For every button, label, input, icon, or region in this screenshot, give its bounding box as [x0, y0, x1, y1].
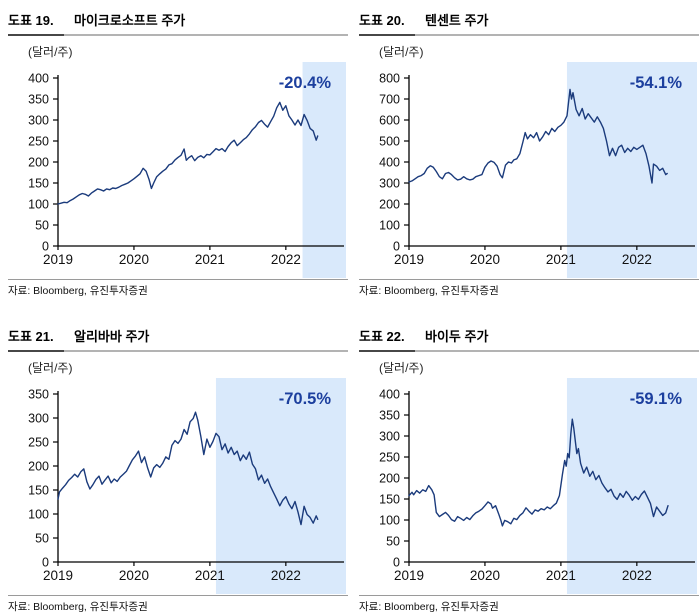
y-tick-label: 500 — [379, 135, 400, 149]
y-tick-label: 150 — [28, 177, 49, 191]
chart-panel: 도표 20. 텐센트 주가 (달러/주) 0 100 200 300 400 500 600… — [359, 8, 699, 298]
x-tick-label: 2022 — [622, 252, 652, 267]
y-tick-label: 100 — [379, 514, 400, 528]
highlight-shade-region — [566, 62, 697, 278]
x-tick-label: 2020 — [470, 252, 500, 267]
source-note: 자료: Bloomberg, 유진투자증권 — [8, 279, 348, 298]
axis-unit-label: (달러/주) — [379, 361, 424, 375]
y-tick-label: 250 — [28, 436, 49, 450]
x-tick-label: 2020 — [119, 252, 149, 267]
y-tick-label: 200 — [28, 156, 49, 170]
figure-label: 도표 22. — [359, 329, 405, 344]
y-tick-label: 0 — [393, 240, 400, 254]
x-tick-label: 2019 — [394, 568, 424, 583]
y-tick-label: 400 — [28, 72, 49, 86]
chart-panel: 도표 21. 알리바바 주가 (달러/주) 0 50 100 150 200 250 300… — [8, 324, 348, 614]
x-tick-label: 2021 — [546, 252, 576, 267]
source-note: 자료: Bloomberg, 유진투자증권 — [359, 595, 699, 614]
y-tick-label: 600 — [379, 114, 400, 128]
x-tick-label: 2022 — [271, 252, 301, 267]
figure-label: 도표 21. — [8, 329, 54, 344]
y-tick-label: 0 — [42, 556, 49, 570]
pct-change-label: -54.1% — [630, 74, 683, 92]
y-tick-label: 150 — [28, 484, 49, 498]
x-tick-label: 2021 — [195, 252, 225, 267]
y-tick-label: 300 — [28, 114, 49, 128]
axis-unit-label: (달러/주) — [379, 45, 424, 59]
x-tick-label: 2021 — [546, 568, 576, 583]
y-tick-label: 100 — [28, 198, 49, 212]
y-tick-label: 300 — [28, 412, 49, 426]
chart-title: 알리바바 주가 — [74, 329, 150, 344]
y-tick-label: 200 — [379, 198, 400, 212]
highlight-shade-region — [566, 378, 697, 594]
y-tick-label: 150 — [379, 493, 400, 507]
x-tick-label: 2022 — [622, 568, 652, 583]
x-tick-label: 2019 — [43, 252, 73, 267]
pct-change-label: -70.5% — [279, 390, 332, 408]
x-tick-label: 2019 — [43, 568, 73, 583]
price-line — [57, 411, 319, 526]
x-tick-label: 2019 — [394, 252, 424, 267]
x-tick-label: 2021 — [195, 568, 225, 583]
y-tick-label: 200 — [28, 460, 49, 474]
y-tick-label: 250 — [379, 451, 400, 465]
y-tick-label: 250 — [28, 135, 49, 149]
price-line — [408, 88, 668, 184]
axis-unit-label: (달러/주) — [28, 45, 73, 59]
y-tick-label: 100 — [28, 508, 49, 522]
chart-title: 바이두 주가 — [425, 329, 489, 344]
y-tick-label: 50 — [35, 532, 49, 546]
pct-change-label: -20.4% — [279, 74, 332, 92]
y-tick-label: 200 — [379, 472, 400, 486]
x-tick-label: 2022 — [271, 568, 301, 583]
y-tick-label: 350 — [28, 93, 49, 107]
y-tick-label: 400 — [379, 156, 400, 170]
y-tick-label: 350 — [28, 388, 49, 402]
chart-header: 도표 22. 바이두 주가 — [359, 324, 699, 352]
chart-title: 마이크로소프트 주가 — [74, 13, 186, 28]
y-tick-label: 300 — [379, 430, 400, 444]
y-tick-label: 100 — [379, 219, 400, 233]
axis-unit-label: (달러/주) — [28, 361, 73, 375]
line-chart: 0 50 100 150 200 250 300 350 400 2019 2020 2021 2022… — [379, 378, 697, 594]
chart-panel: 도표 22. 바이두 주가 (달러/주) 0 50 100 150 200 250 300 3… — [359, 324, 699, 614]
chart-header: 도표 20. 텐센트 주가 — [359, 8, 699, 36]
figure-label: 도표 20. — [359, 13, 405, 28]
highlight-shade-region — [302, 62, 346, 278]
y-tick-label: 300 — [379, 177, 400, 191]
pct-change-label: -59.1% — [630, 390, 683, 408]
y-tick-label: 800 — [379, 72, 400, 86]
chart-title: 텐센트 주가 — [425, 13, 489, 28]
source-note: 자료: Bloomberg, 유진투자증권 — [359, 279, 699, 298]
y-tick-label: 0 — [42, 240, 49, 254]
y-tick-label: 0 — [393, 556, 400, 570]
price-line — [57, 101, 319, 205]
chart-header: 도표 19. 마이크로소프트 주가 — [8, 8, 348, 36]
line-chart: 0 100 200 300 400 500 600 700 800 2019 2020 2021 202… — [379, 62, 697, 278]
chart-panel: 도표 19. 마이크로소프트 주가 (달러/주) 0 50 100 150 200 250… — [8, 8, 348, 298]
y-tick-label: 400 — [379, 388, 400, 402]
y-tick-label: 50 — [386, 535, 400, 549]
price-line — [408, 418, 669, 527]
chart-header: 도표 21. 알리바바 주가 — [8, 324, 348, 352]
line-chart: 0 50 100 150 200 250 300 350 2019 2020 2021 2022 -70… — [28, 378, 346, 594]
x-tick-label: 2020 — [119, 568, 149, 583]
y-tick-label: 350 — [379, 409, 400, 423]
source-note: 자료: Bloomberg, 유진투자증권 — [8, 595, 348, 614]
x-tick-label: 2020 — [470, 568, 500, 583]
line-chart: 0 50 100 150 200 250 300 350 400 2019 2020 2021 2022… — [28, 62, 346, 278]
y-tick-label: 700 — [379, 93, 400, 107]
y-tick-label: 50 — [35, 219, 49, 233]
figure-label: 도표 19. — [8, 13, 54, 28]
highlight-shade-region — [215, 378, 346, 594]
